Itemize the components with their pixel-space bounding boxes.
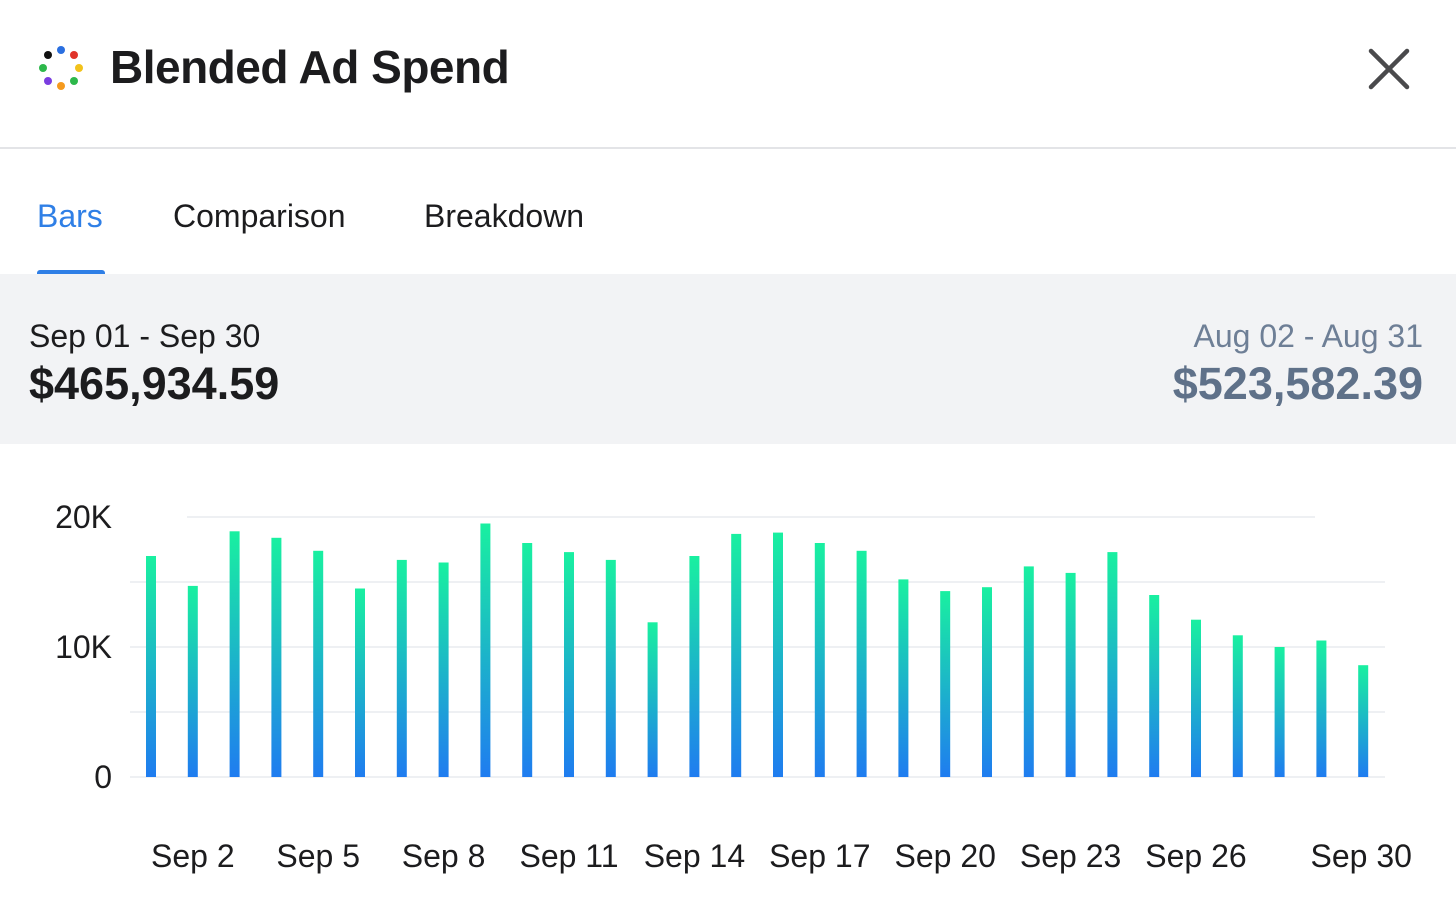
bar-sep-24[interactable]: [1107, 552, 1118, 777]
modal-header: Blended Ad Spend: [0, 0, 1456, 149]
active-tab-indicator: [37, 270, 105, 276]
previous-total: $523,582.39: [1172, 358, 1423, 409]
tab-bar: Bars Comparison Breakdown: [0, 150, 1456, 276]
y-tick-label: 20K: [55, 499, 112, 535]
bar-sep-17[interactable]: [814, 543, 825, 777]
bar-sep-22[interactable]: [1023, 566, 1034, 777]
bar-sep-1[interactable]: [146, 556, 156, 777]
bar-sep-12[interactable]: [605, 559, 616, 777]
bar-sep-18[interactable]: [856, 550, 867, 777]
y-tick-label: 0: [94, 759, 112, 795]
x-tick-label: Sep 20: [894, 838, 995, 874]
bar-sep-11[interactable]: [564, 552, 574, 777]
bar-sep-21[interactable]: [982, 587, 992, 777]
x-tick-label: Sep 8: [402, 838, 486, 874]
bar-sep-19[interactable]: [898, 579, 909, 777]
bar-sep-8[interactable]: [438, 562, 449, 778]
tab-breakdown[interactable]: Breakdown: [424, 198, 585, 234]
x-tick-label: Sep 14: [644, 838, 745, 874]
summary-panel: Sep 01 - Sep 30 $465,934.59 Aug 02 - Aug…: [0, 274, 1456, 444]
bar-sep-20[interactable]: [940, 591, 951, 777]
bar-sep-26[interactable]: [1191, 619, 1201, 777]
bar-sep-7[interactable]: [396, 559, 407, 777]
bar-chart: 0 10K 20K Sep 2 Sep 5 Sep 8 Sep 11 Sep 14 Sep 17…: [0, 444, 1456, 911]
x-tick-label: Sep 26: [1145, 838, 1246, 874]
x-tick-label: Sep 5: [276, 838, 360, 874]
bar-sep-30[interactable]: [1358, 665, 1369, 777]
bar-sep-13[interactable]: [647, 622, 658, 777]
bar-sep-14[interactable]: [689, 556, 700, 777]
bar-sep-3[interactable]: [229, 531, 240, 777]
x-tick-label: Sep 23: [1020, 838, 1121, 874]
current-date-range: Sep 01 - Sep 30: [29, 318, 261, 354]
y-tick-label: 10K: [55, 629, 112, 665]
x-tick-label: Sep 17: [769, 838, 870, 874]
current-total: $465,934.59: [29, 358, 280, 409]
colorful-dots-loader-icon: [39, 46, 83, 90]
bar-sep-10[interactable]: [522, 543, 533, 777]
tab-bars[interactable]: Bars: [37, 198, 103, 234]
bar-sep-2[interactable]: [187, 585, 198, 777]
x-tick-label: Sep 2: [151, 838, 235, 874]
bar-sep-27[interactable]: [1232, 635, 1243, 777]
bar-sep-6[interactable]: [355, 588, 365, 778]
bar-sep-28[interactable]: [1274, 647, 1285, 777]
bar-chart-svg: 0 10K 20K Sep 2 Sep 5 Sep 8 Sep 11 Sep 14 Sep 17…: [55, 499, 1412, 874]
bar-sep-9[interactable]: [480, 523, 491, 778]
bar-sep-23[interactable]: [1065, 572, 1076, 777]
bar-sep-5[interactable]: [313, 550, 324, 777]
page-title: Blended Ad Spend: [110, 41, 510, 93]
bar-sep-29[interactable]: [1316, 640, 1327, 778]
x-tick-label: Sep 30: [1310, 838, 1411, 874]
bar-sep-16[interactable]: [773, 532, 783, 777]
x-tick-label: Sep 11: [519, 838, 618, 874]
bar-sep-15[interactable]: [731, 533, 742, 777]
previous-date-range: Aug 02 - Aug 31: [1193, 318, 1423, 354]
bar-sep-25[interactable]: [1149, 595, 1160, 777]
tab-comparison[interactable]: Comparison: [173, 198, 346, 234]
bar-sep-4[interactable]: [271, 537, 282, 777]
close-x-icon[interactable]: [1362, 42, 1416, 96]
